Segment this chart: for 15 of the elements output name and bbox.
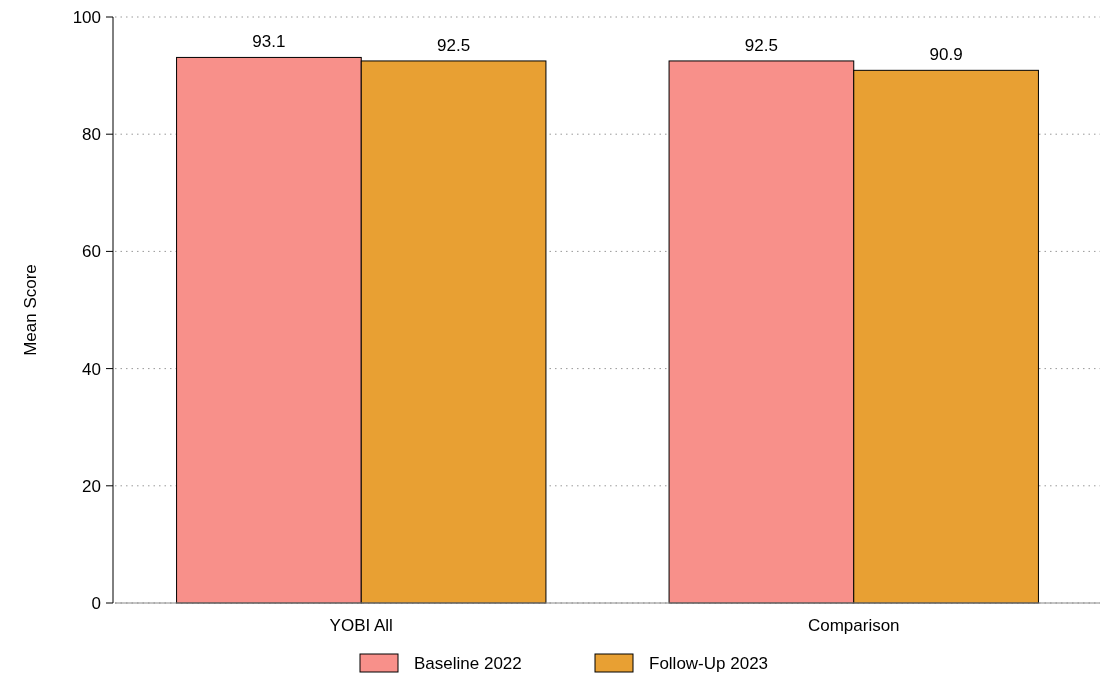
data-label: 92.5	[744, 35, 778, 55]
legend-label: Follow-Up 2023	[649, 653, 769, 673]
y-tick-label: 0	[91, 593, 101, 613]
x-tick-label: YOBI All	[329, 616, 393, 635]
y-tick-label: 80	[82, 125, 101, 145]
y-tick-label: 60	[82, 242, 101, 262]
y-tick-label: 40	[82, 359, 101, 379]
x-tick-label: Comparison	[807, 616, 900, 635]
y-axis-title: Mean Score	[21, 264, 40, 356]
y-tick-label: 100	[72, 7, 101, 27]
data-label: 90.9	[929, 45, 963, 65]
legend-label: Baseline 2022	[414, 653, 522, 673]
y-tick-label: 20	[82, 476, 101, 496]
data-label: 92.5	[437, 35, 471, 55]
data-label: 93.1	[252, 32, 286, 52]
